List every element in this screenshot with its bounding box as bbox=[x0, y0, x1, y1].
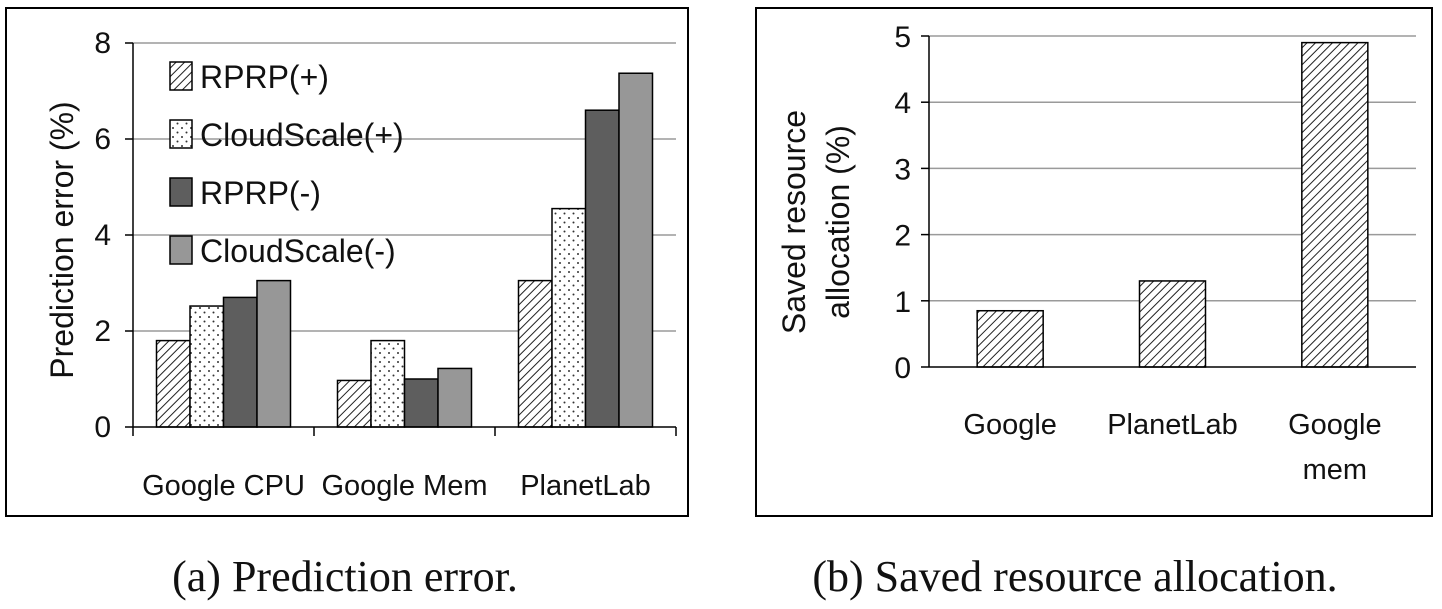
chart-b-y-axis-label-line-2: allocation (%) bbox=[820, 125, 856, 319]
chart-a-bar bbox=[618, 72, 654, 428]
chart-b-category-labels: Google PlanetLab Google mem bbox=[963, 409, 1381, 486]
chart-a-y-axis-label: Prediction error (%) bbox=[44, 101, 80, 378]
chart-a-bar bbox=[189, 305, 225, 428]
chart-b-category-label: mem bbox=[1303, 454, 1367, 486]
legend-swatch bbox=[169, 177, 193, 207]
chart-a-category-label: Google Mem bbox=[321, 470, 487, 502]
chart-a-category-label: Google CPU bbox=[142, 470, 305, 502]
chart-a-y-tick-label: 8 bbox=[94, 27, 111, 60]
chart-b-y-tick-label: 5 bbox=[894, 21, 911, 54]
chart-a-y-tick-label: 2 bbox=[94, 315, 111, 348]
chart-a-y-tick-label: 6 bbox=[94, 123, 111, 156]
chart-a-axes bbox=[125, 42, 677, 436]
chart-b-y-tick-label: 0 bbox=[894, 352, 911, 385]
chart-a-y-tick-label: 0 bbox=[94, 411, 111, 444]
chart-b-category-label: Google bbox=[963, 409, 1057, 441]
chart-a-bar bbox=[256, 279, 292, 428]
chart-b-y-axis-label-line-1: Saved resource bbox=[776, 110, 812, 334]
chart-b-category-label: Google bbox=[1288, 409, 1382, 441]
chart-a-y-tick-labels: 0 2 4 6 8 bbox=[94, 27, 111, 444]
legend-label: RPRP(-) bbox=[200, 175, 321, 211]
caption-b: (b) Saved resource allocation. bbox=[812, 552, 1337, 601]
chart-b-y-tick-label: 1 bbox=[894, 286, 911, 319]
chart-a-bar bbox=[437, 367, 473, 428]
chart-b-y-tick-label: 3 bbox=[894, 153, 911, 186]
chart-b-bar bbox=[1301, 41, 1369, 368]
chart-a: 0 2 4 6 8 Google CPU Google Mem PlanetLab RPRP… bbox=[5, 7, 689, 517]
chart-a-frame bbox=[5, 7, 689, 517]
legend-label: RPRP(+) bbox=[200, 59, 329, 95]
chart-a-bar bbox=[222, 296, 258, 428]
chart-a-bar bbox=[584, 109, 620, 428]
legend-label: CloudScale(-) bbox=[200, 233, 396, 269]
chart-a-category-label: PlanetLab bbox=[520, 470, 651, 502]
chart-a-bar bbox=[403, 378, 439, 428]
chart-a-bars bbox=[155, 72, 654, 428]
chart-b-axes bbox=[921, 35, 1416, 368]
chart-b-bars bbox=[976, 41, 1369, 368]
chart-a-legend: RPRP(+) CloudScale(+) RPRP(-) CloudScale(-) bbox=[169, 59, 404, 269]
chart-b-bar bbox=[976, 309, 1044, 368]
chart-b-bar bbox=[1138, 280, 1207, 368]
chart-b-y-tick-label: 2 bbox=[894, 220, 911, 253]
chart-a-bar bbox=[551, 207, 587, 428]
chart-a-category-labels: Google CPU Google Mem PlanetLab bbox=[142, 470, 651, 502]
chart-a-bar bbox=[517, 279, 553, 428]
legend-swatch bbox=[169, 61, 193, 91]
chart-b-y-tick-labels: 0 1 2 3 4 5 bbox=[894, 21, 911, 385]
chart-b-category-label: PlanetLab bbox=[1107, 409, 1238, 441]
chart-a-bar bbox=[370, 339, 406, 428]
chart-a-bar bbox=[155, 339, 191, 428]
legend-swatch bbox=[169, 235, 193, 265]
chart-b: 0 1 2 3 4 5 Google PlanetLab Google mem Saved re… bbox=[755, 7, 1433, 517]
legend-swatch bbox=[169, 119, 193, 149]
chart-b-y-tick-label: 4 bbox=[894, 87, 911, 120]
chart-a-y-tick-label: 4 bbox=[94, 219, 111, 252]
chart-a-bar bbox=[336, 379, 372, 428]
chart-b-frame bbox=[755, 7, 1433, 517]
caption-a: (a) Prediction error. bbox=[172, 552, 518, 601]
legend-label: CloudScale(+) bbox=[200, 117, 404, 153]
